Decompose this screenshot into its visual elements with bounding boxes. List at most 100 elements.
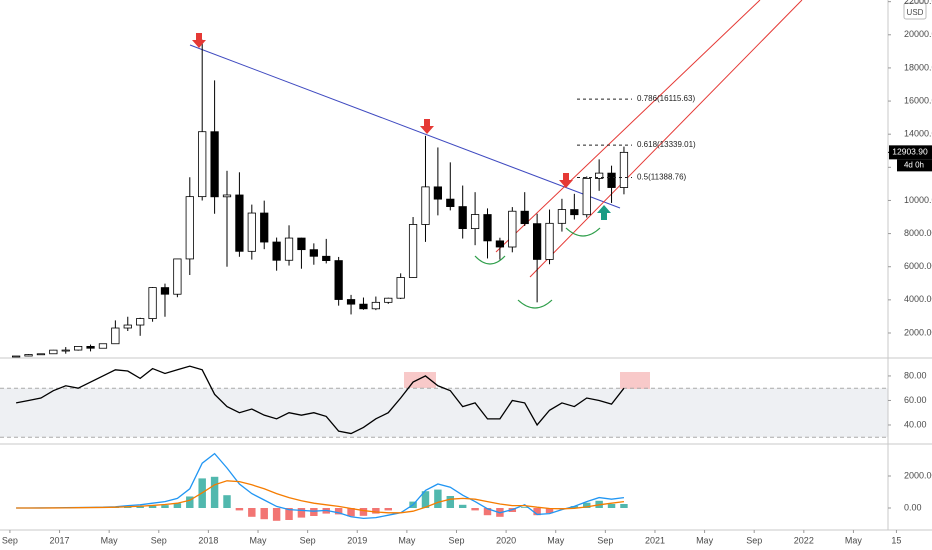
y-tick-label: 4000.00 (904, 294, 932, 304)
candle-body (74, 346, 83, 351)
candle-body (36, 353, 46, 356)
last-price-box (889, 145, 932, 160)
signal-line (16, 480, 625, 514)
y-tick-label: 0.00 (904, 502, 922, 512)
macd-histogram-bar (545, 508, 554, 514)
y-tick-label: 2000.00 (904, 470, 932, 480)
macd-histogram-bar (434, 489, 442, 508)
x-tick-label: May (250, 535, 268, 545)
macd-histogram-bar (136, 506, 144, 508)
candle-body (421, 186, 430, 225)
macd-histogram-bar (272, 508, 281, 521)
x-tick-label: Sep (448, 535, 464, 545)
macd-histogram-bar (285, 508, 293, 520)
candle-body (98, 343, 108, 349)
macd-histogram-bar (446, 496, 455, 508)
x-tick-label: 2020 (496, 535, 516, 545)
macd-histogram-bar (223, 495, 231, 508)
candle-body (297, 237, 306, 251)
candle-body (284, 237, 294, 261)
x-tick-label: 15 (891, 535, 901, 545)
y-tick-label: 2000.00 (904, 327, 932, 337)
currency: USD (907, 8, 924, 17)
x-tick-label: 2017 (50, 535, 70, 545)
candle-body (309, 249, 318, 257)
down-arrow (559, 173, 573, 188)
y-tick-label: 20000.00 (904, 29, 932, 39)
candle-body (470, 214, 480, 230)
candle-body (148, 287, 157, 319)
candle-body (346, 299, 356, 305)
candle-body (322, 255, 331, 261)
fib-label: 0.5(11388.76) (637, 173, 687, 182)
interval: 4d 0h (904, 160, 924, 169)
candle-body (123, 324, 132, 329)
macd-histogram-bar (334, 508, 343, 515)
x-tick-label: Sep (597, 535, 613, 545)
trend-line (189, 44, 621, 209)
x-tick-label: May (696, 535, 714, 545)
price-pane (12, 0, 803, 358)
y-tick-label: 16000.00 (904, 95, 932, 105)
candle-body (173, 258, 182, 295)
macd-histogram-bar (186, 496, 194, 508)
candle-body (483, 214, 492, 242)
candle-body (12, 355, 21, 358)
interval-box (897, 159, 932, 172)
candle-body (557, 209, 567, 224)
x-tick-label: 2019 (347, 535, 367, 545)
x-tick-label: 2018 (198, 535, 218, 545)
macd-histogram-bar (124, 506, 132, 508)
down-arrow (192, 33, 206, 48)
candle-body (185, 196, 194, 260)
candle-body (619, 151, 629, 188)
candle-body (532, 223, 542, 260)
macd-histogram-bar (520, 507, 529, 508)
candle-body (359, 303, 368, 310)
x-tick-label: Sep (2, 535, 18, 545)
up-arrow (597, 205, 611, 220)
candle-body (247, 212, 256, 252)
y-tick-label: 40.00 (904, 419, 927, 429)
candle-body (520, 210, 529, 225)
macd-histogram-bar (384, 508, 392, 511)
candle-body (508, 210, 517, 248)
x-tick-label: 2022 (794, 535, 814, 545)
last-price: 12903.90 (892, 147, 928, 157)
macd-histogram-bar (260, 508, 268, 520)
bottom-curve (565, 227, 601, 237)
candle-body (408, 224, 418, 278)
macd-histogram-bar (297, 508, 306, 518)
x-tick-label: Sep (746, 535, 762, 545)
bottom-curve (517, 299, 553, 309)
candle-body (384, 297, 393, 303)
bottom-curve (474, 255, 506, 265)
macd-histogram-bar (458, 504, 467, 508)
macd-histogram-bar (483, 508, 492, 516)
candle-body (198, 131, 207, 198)
candle-body (570, 209, 579, 216)
macd-histogram-bar (173, 503, 182, 508)
down-arrow (420, 119, 434, 134)
candle-body (222, 194, 232, 198)
y-tick-label: 6000.00 (904, 261, 932, 271)
macd-histogram-bar (471, 508, 479, 511)
candle-body (607, 172, 616, 188)
macd-histogram-bar (533, 508, 541, 516)
candle-body (260, 212, 269, 243)
y-tick-label: 18000.00 (904, 62, 932, 72)
candle-body (545, 222, 554, 260)
macd-histogram-bar (620, 504, 628, 508)
candle-body (160, 287, 170, 295)
macd-histogram-bar (235, 508, 244, 511)
macd-histogram-bar (359, 508, 368, 516)
x-tick-label: May (845, 535, 863, 545)
x-tick-label: Sep (300, 535, 316, 545)
x-tick-label: Sep (151, 535, 167, 545)
x-tick-label: 2021 (645, 535, 665, 545)
x-tick-label: May (101, 535, 119, 545)
candle-body (235, 194, 244, 252)
fib-label: 0.618(13339.01) (637, 140, 696, 149)
